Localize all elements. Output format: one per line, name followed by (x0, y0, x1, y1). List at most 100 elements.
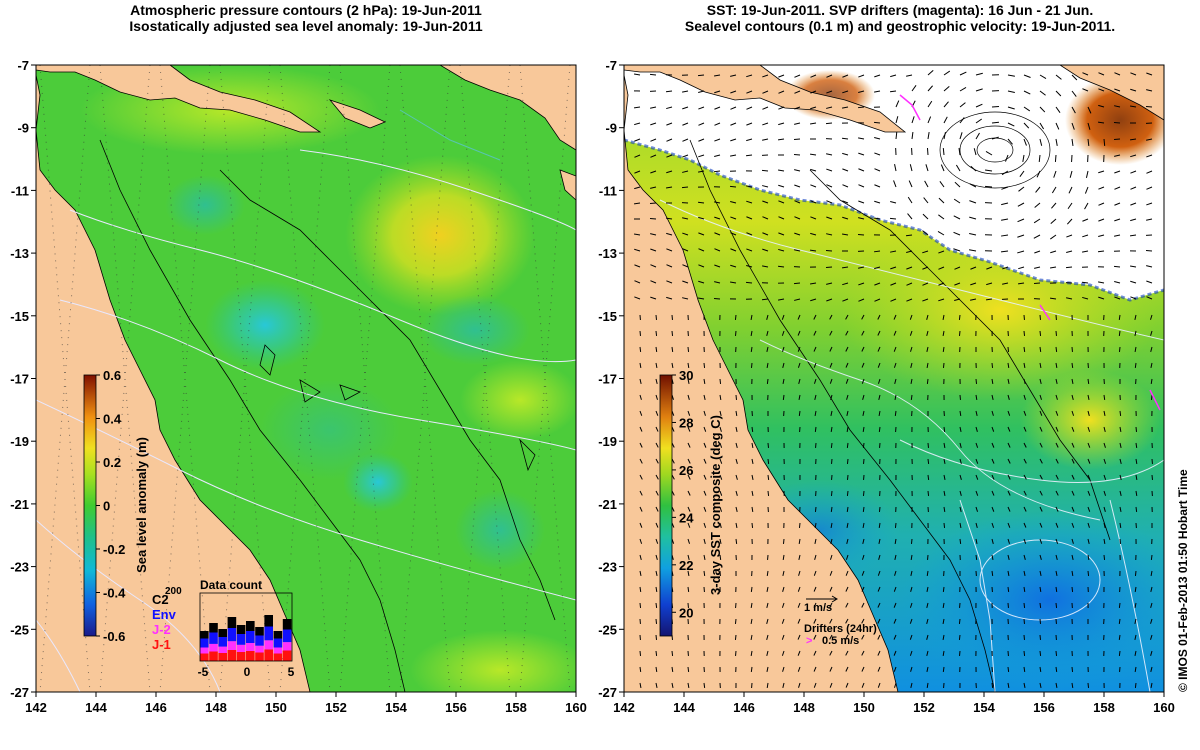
velocity-arrow (1103, 522, 1106, 528)
velocity-arrow (991, 570, 994, 577)
velocity-arrow (975, 410, 978, 416)
velocity-arrow (845, 586, 849, 592)
velocity-arrow (874, 74, 881, 78)
velocity-arrow (829, 634, 833, 640)
velocity-arrow (1067, 202, 1073, 210)
velocity-arrow (634, 170, 641, 174)
velocity-arrow (810, 74, 817, 78)
velocity-arrow (698, 106, 705, 110)
velocity-arrow (959, 506, 962, 512)
velocity-arrow (1087, 394, 1090, 400)
inset-bar-segment (282, 619, 292, 630)
velocity-arrow (810, 282, 817, 285)
velocity-arrow (841, 266, 849, 269)
sst-warm-patch (1020, 370, 1160, 470)
velocity-arrow (1007, 666, 1010, 673)
velocity-arrow (666, 264, 673, 268)
velocity-arrow (1103, 138, 1106, 147)
velocity-arrow (905, 234, 913, 237)
velocity-arrow (703, 394, 706, 400)
velocity-arrow (975, 426, 978, 432)
x-tick-label: 144 (85, 700, 107, 715)
velocity-arrow (1119, 410, 1122, 417)
velocity-arrow (826, 233, 833, 236)
velocity-arrow (687, 394, 690, 400)
velocity-arrow (813, 330, 817, 336)
velocity-arrow (826, 282, 833, 285)
velocity-arrow (634, 280, 641, 284)
velocity-arrow (1001, 202, 1009, 206)
velocity-arrow (746, 90, 753, 94)
velocity-arrow (1135, 490, 1138, 497)
velocity-arrow (1146, 265, 1153, 268)
velocity-arrow (745, 281, 753, 284)
velocity-arrow (991, 506, 995, 512)
velocity-arrow (1150, 346, 1153, 352)
inset-bar-segment (264, 626, 273, 641)
velocity-arrow (1055, 74, 1062, 80)
velocity-arrow (750, 346, 753, 353)
velocity-arrow (639, 586, 642, 593)
velocity-arrow (826, 184, 833, 188)
inset-bar-segment (200, 631, 209, 639)
velocity-arrow (861, 570, 865, 576)
velocity-arrow (895, 100, 900, 108)
velocity-arrow (1066, 297, 1073, 300)
velocity-arrow (845, 602, 849, 608)
velocity-arrow (1019, 170, 1025, 177)
velocity-arrow (858, 137, 865, 140)
colorbar-tick-label: 20 (679, 605, 693, 620)
velocity-arrow (682, 90, 689, 93)
velocity-arrow (991, 458, 995, 464)
velocity-arrow (942, 666, 945, 673)
velocity-arrow (1145, 249, 1153, 252)
velocity-arrow (890, 201, 897, 204)
y-tick-label: -25 (10, 622, 29, 637)
velocity-arrow (761, 169, 769, 172)
velocity-arrow (1134, 586, 1137, 593)
velocity-arrow (781, 650, 785, 656)
velocity-arrow (1087, 106, 1092, 114)
velocity-arrow (923, 197, 929, 204)
velocity-arrow (1039, 490, 1043, 496)
velocity-arrow (1084, 186, 1089, 194)
velocity-arrow (858, 217, 865, 220)
velocity-arrow (1098, 186, 1105, 190)
velocity-arrow (826, 90, 833, 94)
velocity-arrow (782, 554, 785, 561)
velocity-arrow (958, 634, 961, 641)
velocity-arrow (943, 426, 946, 433)
velocity-arrow (959, 474, 962, 480)
inset-bar-segment (255, 635, 264, 646)
velocity-arrow (794, 216, 801, 220)
velocity-arrow (1053, 170, 1057, 178)
velocity-arrow (984, 169, 993, 172)
velocity-arrow (1118, 346, 1121, 353)
velocity-arrow (1039, 138, 1043, 146)
velocity-arrow (1055, 394, 1058, 400)
velocity-arrow (909, 314, 913, 320)
velocity-arrow (810, 184, 817, 188)
velocity-arrow (734, 314, 737, 321)
velocity-arrow (858, 168, 865, 172)
velocity-arrow (1007, 586, 1010, 593)
velocity-arrow (842, 152, 849, 156)
velocity-arrow (671, 682, 674, 688)
velocity-arrow (719, 474, 723, 480)
velocity-arrow (766, 346, 769, 352)
inset-bar-segment (236, 625, 246, 634)
velocity-arrow (687, 666, 690, 673)
velocity-arrow (1007, 410, 1011, 416)
velocity-arrow (969, 216, 977, 220)
velocity-arrow (1050, 250, 1057, 254)
velocity-arrow (1023, 570, 1026, 576)
velocity-arrow (1087, 474, 1091, 480)
velocity-arrow (1098, 72, 1105, 76)
velocity-arrow (1119, 522, 1122, 529)
velocity-arrow (938, 266, 945, 270)
velocity-arrow (1114, 105, 1121, 108)
velocity-arrow (825, 122, 833, 125)
velocity-arrow (714, 106, 721, 110)
velocity-arrow (991, 410, 994, 416)
velocity-arrow (814, 554, 817, 560)
